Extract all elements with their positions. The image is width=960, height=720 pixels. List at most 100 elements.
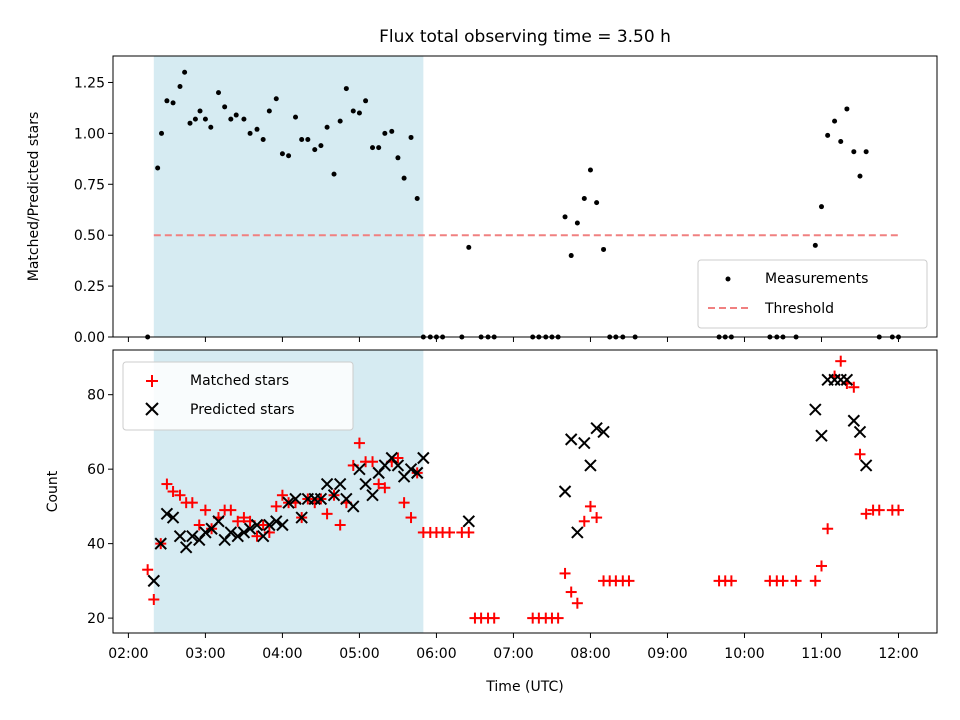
predicted-star-point — [366, 489, 379, 502]
matched-star-point — [725, 575, 737, 587]
legend-predicted-label: Predicted stars — [190, 402, 295, 418]
matched-star-point — [199, 504, 211, 516]
measurement-point — [838, 139, 844, 145]
measurement-point — [832, 118, 838, 124]
predicted-star-point — [295, 511, 308, 524]
predicted-star-point — [404, 462, 418, 476]
legend-threshold-label: Threshold — [764, 301, 834, 317]
predicted-star-point — [834, 373, 847, 386]
matched-star-point — [809, 575, 821, 587]
measurement-point — [818, 204, 824, 210]
legend-matched-marker — [146, 375, 158, 387]
predicted-star-point — [571, 526, 584, 539]
x-tick-label: 05:00 — [339, 646, 379, 662]
predicted-star-point — [417, 451, 430, 465]
measurement-point — [305, 136, 311, 142]
measurement-point — [187, 120, 193, 126]
predicted-star-point — [597, 425, 610, 439]
measurement-point — [192, 116, 198, 122]
top-y-tick-label: 0.50 — [74, 228, 105, 244]
x-tick-label: 10:00 — [724, 646, 764, 662]
measurement-point — [299, 136, 305, 142]
measurement-point — [312, 147, 318, 153]
matched-star-point — [193, 519, 205, 531]
measurement-point — [293, 114, 299, 120]
top-legend: Measurements Threshold — [697, 259, 928, 329]
top-y-axis-label: Matched/Predicted stars — [26, 112, 42, 282]
measurement-point — [851, 149, 857, 155]
x-tick-label: 08:00 — [570, 646, 610, 662]
top-y-ticks: 0.00 0.25 0.50 0.75 1.00 1.25 — [74, 75, 113, 346]
measurement-point — [825, 132, 831, 138]
measurement-point — [568, 253, 574, 259]
predicted-star-point — [212, 515, 225, 528]
top-legend-box — [697, 259, 928, 329]
matched-star-point — [822, 523, 834, 535]
matched-star-point — [405, 512, 417, 524]
measurement-point — [216, 90, 222, 96]
matched-star-point — [777, 575, 789, 587]
matched-star-point — [225, 504, 237, 516]
measurement-point — [279, 151, 285, 157]
measurement-point — [863, 149, 869, 155]
measurement-point — [222, 104, 228, 110]
x-tick-label: 04:00 — [262, 646, 302, 662]
measurement-point — [414, 196, 420, 202]
matched-star-point — [571, 597, 583, 609]
matched-star-point — [584, 500, 596, 512]
matched-star-point — [161, 478, 173, 490]
bottom-y-tick-label: 40 — [87, 537, 105, 553]
measurement-point — [177, 84, 183, 90]
predicted-star-point — [147, 574, 161, 588]
predicted-star-point — [166, 511, 180, 524]
measurement-point — [318, 143, 324, 149]
predicted-star-point — [243, 522, 257, 535]
measurement-point — [182, 69, 188, 75]
matched-star-point — [854, 448, 866, 460]
matched-star-point — [623, 575, 635, 587]
measurement-point — [254, 126, 260, 132]
bottom-y-tick-label: 20 — [87, 611, 105, 627]
matched-star-point — [353, 437, 365, 449]
matched-star-point — [488, 612, 500, 624]
predicted-star-point — [584, 459, 597, 472]
measurement-point — [395, 155, 401, 161]
matched-star-point — [578, 515, 590, 527]
matched-star-point — [790, 575, 802, 587]
predicted-star-point — [462, 515, 475, 528]
bottom-y-tick-label: 60 — [87, 462, 105, 478]
count-points — [142, 355, 904, 624]
x-tick-label: 12:00 — [878, 646, 918, 662]
measurement-point — [286, 153, 292, 159]
matched-star-point — [251, 530, 263, 542]
x-tick-label: 07:00 — [493, 646, 533, 662]
matched-star-point — [835, 355, 847, 367]
matched-star-point — [398, 497, 410, 509]
measurement-point — [228, 116, 234, 122]
measurement-point — [587, 167, 593, 173]
bottom-y-axis-label: Count — [45, 470, 61, 512]
predicted-star-point — [590, 421, 603, 435]
legend-measurements-label: Measurements — [765, 271, 868, 287]
measurement-point — [324, 124, 330, 130]
matched-star-point — [444, 526, 456, 538]
bottom-y-ticks: 20 40 60 80 — [87, 388, 113, 627]
matched-star-point — [848, 381, 860, 393]
measurement-point — [466, 244, 472, 250]
predicted-star-point — [237, 526, 251, 539]
matched-star-point — [142, 564, 154, 576]
matched-star-point — [270, 500, 282, 512]
measurement-point — [266, 108, 272, 114]
predicted-star-point — [179, 541, 193, 554]
x-tick-label: 11:00 — [801, 646, 841, 662]
top-highlight-span — [153, 56, 424, 337]
predicted-star-point — [282, 496, 295, 509]
measurement-point — [382, 130, 388, 136]
predicted-star-point — [359, 477, 372, 491]
matched-star-point — [174, 489, 186, 501]
measurement-point — [233, 112, 239, 118]
measurement-point — [197, 108, 203, 114]
matched-star-point — [379, 482, 391, 494]
measurement-point — [337, 118, 343, 124]
